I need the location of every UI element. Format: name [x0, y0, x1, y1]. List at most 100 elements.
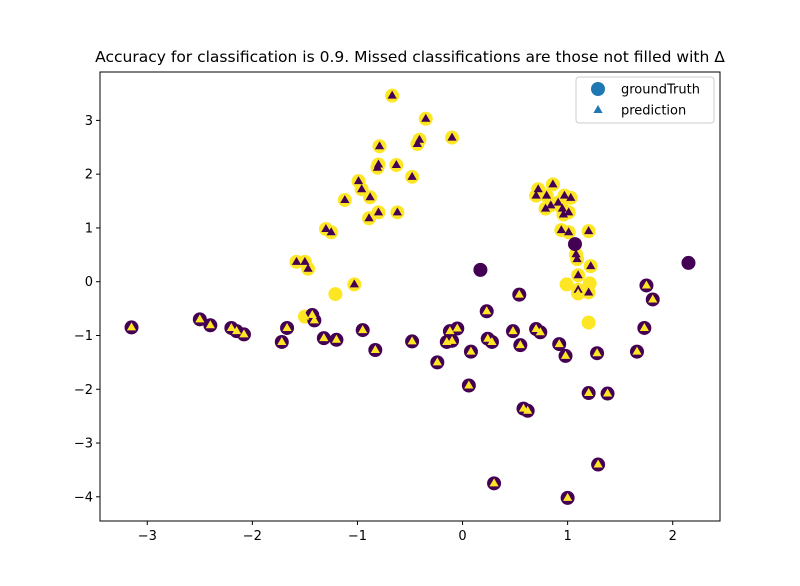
prediction-point	[584, 226, 594, 235]
prediction-point	[445, 326, 455, 335]
prediction-point	[592, 348, 602, 357]
prediction-point	[358, 325, 368, 334]
legend-label-groundtruth: groundTruth	[621, 83, 700, 98]
y-tick-label: 2	[85, 168, 93, 183]
prediction-point	[349, 279, 359, 288]
prediction-point	[432, 357, 442, 366]
prediction-point	[683, 257, 694, 266]
prediction-point	[365, 192, 375, 201]
prediction-point	[357, 184, 367, 193]
prediction-point	[326, 227, 336, 236]
y-tick-label: −2	[74, 383, 93, 398]
prediction-point	[648, 294, 658, 303]
prediction-point	[475, 264, 486, 273]
prediction-point	[374, 141, 385, 150]
prediction-point	[571, 249, 581, 258]
prediction-point	[602, 388, 613, 397]
y-tick-label: −1	[74, 329, 93, 344]
prediction-point	[542, 190, 552, 199]
prediction-point	[553, 197, 563, 206]
prediction-point	[533, 184, 543, 193]
prediction-point	[232, 326, 242, 335]
prediction-point	[585, 278, 595, 287]
prediction-point	[572, 254, 582, 263]
prediction-point	[515, 340, 525, 349]
prediction-point	[126, 322, 137, 331]
prediction-point	[331, 334, 342, 343]
prediction-point	[195, 314, 205, 323]
prediction-point	[239, 329, 249, 338]
prediction-point	[370, 345, 380, 354]
prediction-point	[330, 289, 340, 298]
prediction-point	[407, 171, 417, 180]
prediction-point	[353, 176, 364, 185]
prediction-point	[373, 207, 384, 216]
legend-marker-groundtruth	[591, 82, 605, 96]
x-tick-label: 2	[669, 529, 677, 544]
prediction-point	[514, 289, 524, 298]
prediction-point	[466, 346, 476, 355]
prediction-point	[205, 320, 215, 329]
y-tick-label: −3	[74, 437, 93, 452]
prediction-point	[563, 492, 573, 501]
legend-box	[575, 76, 715, 124]
plot-frame	[99, 71, 721, 522]
prediction-point	[452, 323, 462, 332]
prediction-point	[447, 132, 457, 141]
y-tick-label: −4	[74, 490, 93, 505]
legend-marker-prediction	[593, 105, 603, 113]
legend-label-prediction: prediction	[621, 104, 686, 119]
prediction-point	[487, 336, 497, 345]
prediction-point	[559, 190, 570, 199]
prediction-point	[291, 256, 302, 265]
chart-title: Accuracy for classification is 0.9. Miss…	[95, 48, 725, 66]
prediction-point	[412, 139, 422, 148]
prediction-point	[584, 388, 594, 397]
prediction-point	[482, 306, 492, 315]
prediction-point	[340, 194, 350, 203]
prediction-point	[531, 190, 541, 199]
prediction-point	[573, 270, 583, 279]
prediction-point	[523, 405, 533, 414]
prediction-point	[303, 263, 313, 272]
prediction-point	[226, 322, 236, 331]
prediction-point	[570, 239, 580, 248]
y-tick-label: 1	[85, 221, 93, 236]
prediction-point	[540, 203, 551, 212]
x-tick-label: −1	[348, 529, 367, 544]
x-tick-label: −3	[138, 529, 157, 544]
prediction-point	[421, 113, 431, 122]
prediction-point	[300, 256, 310, 265]
data-points	[124, 88, 696, 505]
prediction-point	[321, 224, 331, 233]
prediction-point	[483, 333, 493, 342]
x-tick-label: −2	[243, 529, 262, 544]
prediction-point	[319, 333, 329, 342]
x-tick-label: 0	[458, 529, 466, 544]
prediction-point	[561, 279, 572, 288]
prediction-point	[300, 311, 310, 320]
prediction-point	[560, 350, 571, 359]
prediction-point	[464, 380, 474, 389]
prediction-point	[546, 200, 556, 209]
y-tick-label: 0	[85, 275, 93, 290]
prediction-point	[632, 346, 642, 355]
prediction-point	[641, 280, 652, 289]
prediction-point	[508, 326, 518, 335]
prediction-point	[282, 322, 292, 331]
prediction-point	[309, 315, 319, 324]
prediction-point	[564, 207, 574, 216]
prediction-point	[531, 324, 541, 333]
prediction-point	[407, 336, 417, 345]
prediction-point	[447, 335, 457, 344]
prediction-point	[391, 160, 401, 169]
prediction-point	[535, 327, 545, 336]
prediction-point	[372, 162, 383, 171]
prediction-point	[489, 478, 499, 487]
prediction-point	[584, 317, 594, 326]
prediction-point	[586, 261, 596, 270]
prediction-point	[277, 336, 287, 345]
prediction-point	[556, 225, 566, 234]
prediction-point	[593, 459, 603, 468]
